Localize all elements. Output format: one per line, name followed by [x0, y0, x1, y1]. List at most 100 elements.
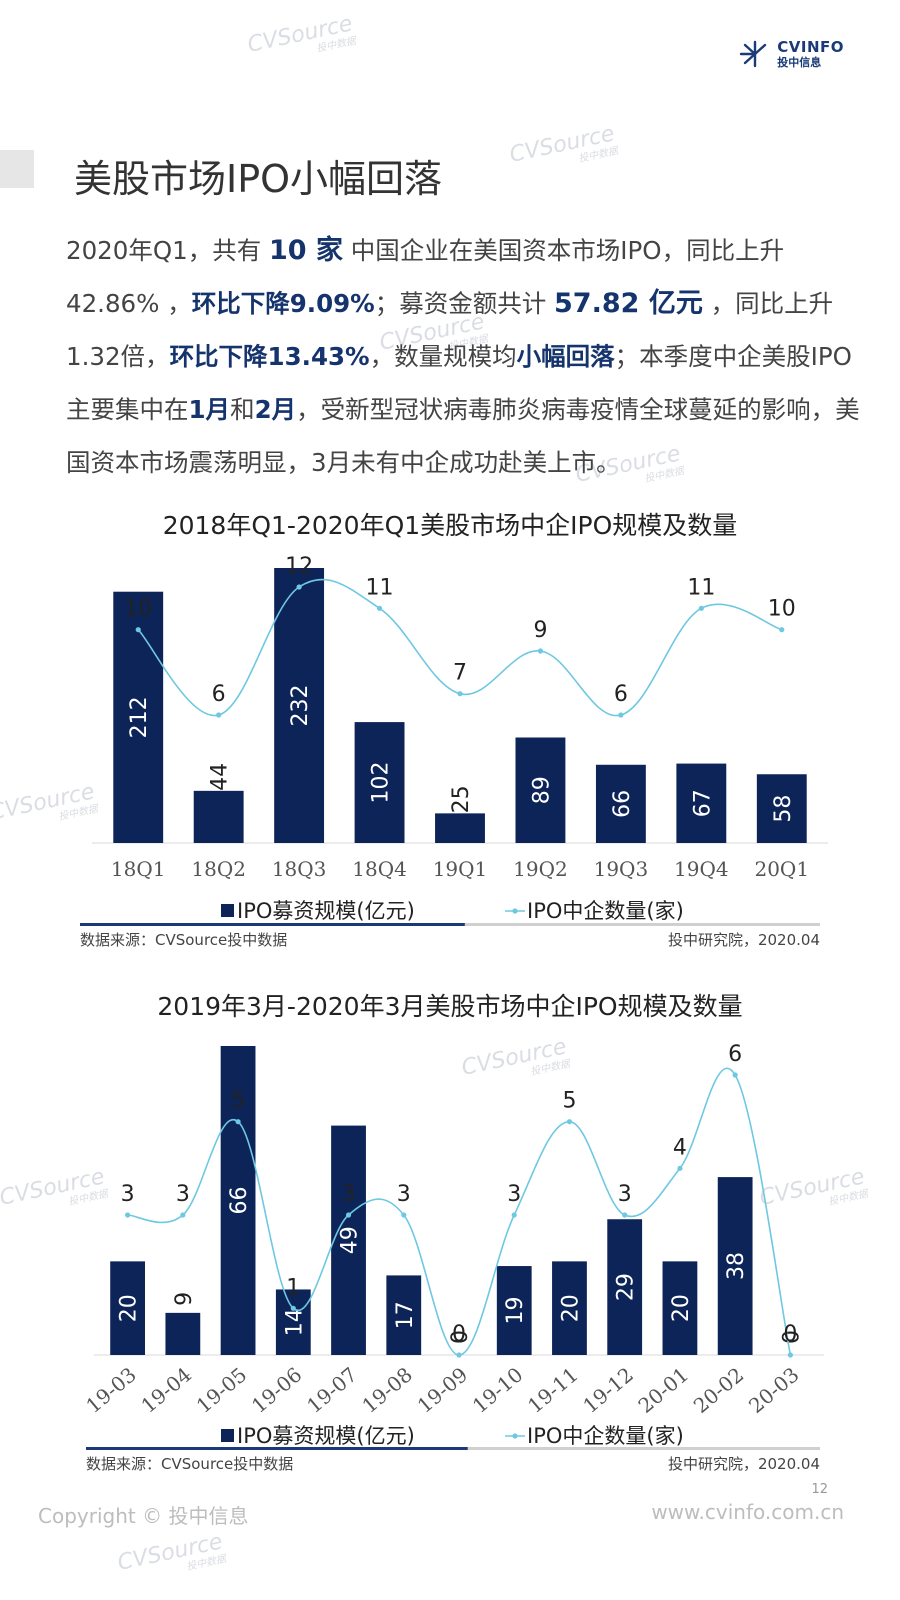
data-source: 数据来源：CVSource投中数据 — [86, 1455, 293, 1473]
monthly-ipo-chart: 2019年3月-2020年3月美股市场中企IPO规模及数量 20 19-03 9 19-… — [0, 985, 900, 1485]
intro-text: 2020年Q1，共有 — [66, 236, 270, 265]
line-point — [677, 1165, 683, 1171]
bar-value-label: 67 — [690, 789, 715, 817]
line-point — [698, 605, 704, 611]
legend-line-label: IPO中企数量(家) — [527, 899, 684, 923]
bar — [607, 1219, 643, 1355]
bar-value-label: 232 — [288, 685, 313, 727]
legend-bar-swatch — [221, 904, 234, 917]
legend-line-marker — [512, 908, 518, 914]
bar — [274, 568, 325, 843]
intro-text: 和 — [230, 395, 255, 424]
intro-month: 1月 — [188, 395, 231, 424]
line-value-label: 3 — [397, 1182, 411, 1207]
bar — [756, 774, 807, 843]
divider-rule-accent — [86, 1447, 468, 1450]
line-value-label: 10 — [124, 597, 152, 622]
x-tick-label: 19-03 — [81, 1362, 141, 1417]
bar — [717, 1177, 753, 1355]
footer-url[interactable]: www.cvinfo.com.cn — [651, 1500, 844, 1524]
intro-amount: 57.82 亿元 — [554, 288, 703, 319]
bar — [595, 764, 646, 843]
line-value-label: 5 — [231, 1089, 245, 1114]
line-value-label: 3 — [507, 1182, 521, 1207]
line-point — [401, 1212, 407, 1218]
x-tick-label: 19-07 — [302, 1362, 362, 1417]
line-point — [537, 648, 544, 654]
line-point — [787, 1352, 793, 1358]
line-point — [732, 1072, 738, 1078]
sunburst-logo-icon — [740, 40, 767, 68]
bar — [386, 1275, 422, 1355]
line-value-label: 3 — [618, 1182, 632, 1207]
x-tick-label: 19Q2 — [513, 857, 568, 881]
line-value-label: 10 — [768, 597, 796, 622]
intro-text: 中国企业在美国资本市场IPO，同比上升42.86% ， — [66, 236, 785, 318]
line-value-label: 11 — [687, 575, 715, 600]
line-point — [135, 627, 141, 633]
line-point — [779, 627, 785, 633]
cvinfo-logo: CVINFO 投中信息 — [739, 40, 844, 68]
x-tick-label: 19-11 — [523, 1362, 583, 1417]
intro-text: ，数量规模均 — [369, 342, 517, 371]
bar-value-label: 29 — [614, 1273, 639, 1301]
data-source: 数据来源：CVSource投中数据 — [80, 931, 287, 949]
line-point — [566, 1119, 573, 1125]
page-number: 12 — [811, 1482, 828, 1497]
bar-value-label: 0 — [779, 1330, 804, 1344]
series-line — [127, 1067, 792, 1356]
bar — [676, 763, 727, 843]
chart-title: 2018年Q1-2020年Q1美股市场中企IPO规模及数量 — [163, 511, 738, 540]
line-value-label: 6 — [614, 682, 628, 707]
monthly-ipo-chart-svg: 2019年3月-2020年3月美股市场中企IPO规模及数量 20 19-03 9 19-… — [81, 992, 824, 1473]
x-tick-label: 18Q2 — [191, 857, 246, 881]
bar-value-label: 89 — [529, 776, 554, 804]
line-value-label: 5 — [562, 1089, 576, 1114]
x-tick-label: 18Q3 — [272, 857, 327, 881]
section-marker — [0, 150, 34, 188]
bar-value-label: 20 — [117, 1294, 142, 1322]
intro-text: ；本季度中企美股IPO主要集中在 — [66, 342, 852, 424]
bar-value-label: 66 — [610, 790, 635, 818]
intro-text: ，同比上升1.32倍， — [66, 289, 834, 371]
divider-rule-accent — [80, 923, 465, 926]
x-tick-label: 19-12 — [578, 1362, 638, 1417]
intro-trend: 小幅回落 — [516, 342, 615, 371]
line-point — [618, 712, 624, 718]
legend-line-label: IPO中企数量(家) — [527, 1424, 684, 1448]
x-tick-label: 20-01 — [634, 1362, 694, 1417]
bar — [113, 591, 164, 843]
bar-value-label: 25 — [449, 785, 474, 813]
line-value-label: 0 — [783, 1322, 797, 1347]
line-point — [457, 691, 463, 697]
x-tick-label: 18Q4 — [352, 857, 407, 881]
line-point — [235, 1119, 241, 1125]
line-value-label: 9 — [533, 618, 547, 643]
x-tick-label: 19-09 — [413, 1362, 473, 1417]
intro-paragraph: 2020年Q1，共有 10 家 中国企业在美国资本市场IPO，同比上升42.86… — [66, 224, 866, 489]
logo-en: CVINFO — [777, 38, 844, 56]
intro-month: 2月 — [254, 395, 297, 424]
chart-title: 2019年3月-2020年3月美股市场中企IPO规模及数量 — [157, 992, 742, 1021]
bar — [496, 1266, 532, 1355]
line-point — [216, 712, 222, 718]
bar-value-label: 9 — [172, 1292, 197, 1306]
intro-count-qoq: 环比下降9.09% — [191, 289, 375, 318]
bar — [220, 1046, 256, 1355]
bar-value-label: 17 — [393, 1301, 418, 1329]
bar — [275, 1289, 311, 1355]
legend-bar-swatch — [221, 1429, 234, 1442]
x-tick-label: 19-08 — [357, 1362, 417, 1417]
bar-value-label: 66 — [227, 1187, 252, 1215]
watermark: CVSource 投中数据 — [115, 1529, 228, 1576]
line-point — [290, 1305, 296, 1311]
chart-credit: 投中研究院，2020.04 — [668, 931, 820, 949]
bar-value-label: 19 — [503, 1297, 528, 1325]
bar — [331, 1125, 366, 1355]
footer-copyright: Copyright © 投中信息 — [38, 1504, 249, 1528]
line-point — [456, 1352, 462, 1358]
line-value-label: 3 — [121, 1182, 135, 1207]
intro-text: ，受新型冠状病毒肺炎病毒疫情全球蔓延的影响，美国资本市场震荡明显，3月未有中企成… — [66, 395, 860, 477]
bar-value-label: 20 — [558, 1294, 583, 1322]
quarterly-ipo-chart-svg: 2018年Q1-2020年Q1美股市场中企IPO规模及数量 212 18Q1 44 18… — [80, 511, 828, 949]
